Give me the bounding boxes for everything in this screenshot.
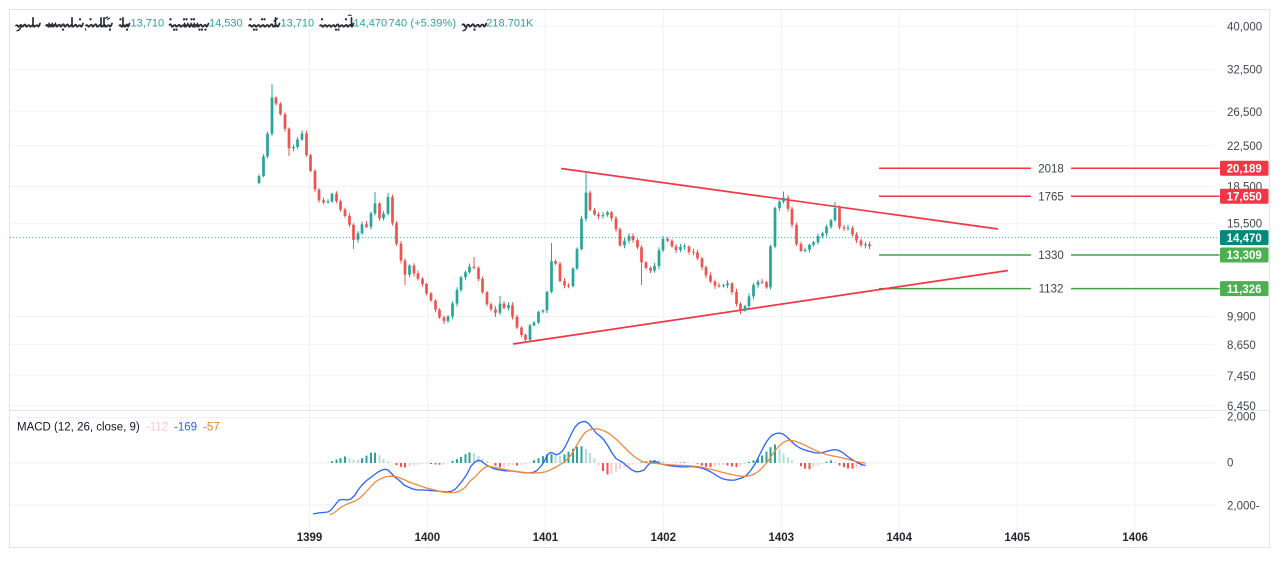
svg-text:14,470: 14,470 [354,18,388,30]
svg-text:1403: 1403 [769,532,795,544]
svg-text:17,650: 17,650 [1227,192,1262,204]
svg-text:6,450: 6,450 [1227,401,1256,413]
svg-text:1402: 1402 [651,532,677,544]
svg-text:1132: 1132 [1039,284,1064,296]
svg-text:20,189: 20,189 [1227,164,1262,176]
svg-text:740 (+5.39%): 740 (+5.39%) [389,18,457,30]
svg-text:13,710: 13,710 [281,18,315,30]
svg-text:32,500: 32,500 [1227,65,1262,77]
svg-text:218.701K: 218.701K [486,18,534,30]
svg-text:13,710: 13,710 [131,18,165,30]
svg-text:1330: 1330 [1038,250,1064,262]
svg-text:13,309: 13,309 [1227,250,1262,262]
svg-text:2018: 2018 [1038,163,1064,175]
svg-text:-112: -112 [146,422,168,434]
svg-text:1401: 1401 [533,532,559,544]
svg-text:-57: -57 [203,422,220,434]
svg-text:9,900: 9,900 [1227,312,1256,324]
svg-text:22,500: 22,500 [1227,141,1262,153]
svg-text:0: 0 [1227,458,1233,470]
svg-text:1406: 1406 [1122,532,1148,544]
svg-text:1399: 1399 [297,532,323,544]
svg-text:7,450: 7,450 [1227,371,1256,383]
svg-text:-169: -169 [174,422,197,434]
svg-text:14,530: 14,530 [209,18,243,30]
svg-text:1400: 1400 [415,532,441,544]
svg-text:11,326: 11,326 [1227,284,1262,296]
svg-text:1765: 1765 [1038,191,1064,203]
svg-text:1404: 1404 [886,532,912,544]
svg-text:2,000-: 2,000- [1227,501,1260,513]
svg-text:15,500: 15,500 [1227,219,1262,231]
svg-text:MACD (12, 26, close, 9): MACD (12, 26, close, 9) [17,422,140,434]
svg-text:26,500: 26,500 [1227,107,1262,119]
svg-text:14,470: 14,470 [1227,233,1262,245]
svg-text:2,000: 2,000 [1227,412,1256,424]
svg-text:8,650: 8,650 [1227,340,1256,352]
svg-text:1405: 1405 [1004,532,1030,544]
svg-text:40,000: 40,000 [1227,21,1262,33]
